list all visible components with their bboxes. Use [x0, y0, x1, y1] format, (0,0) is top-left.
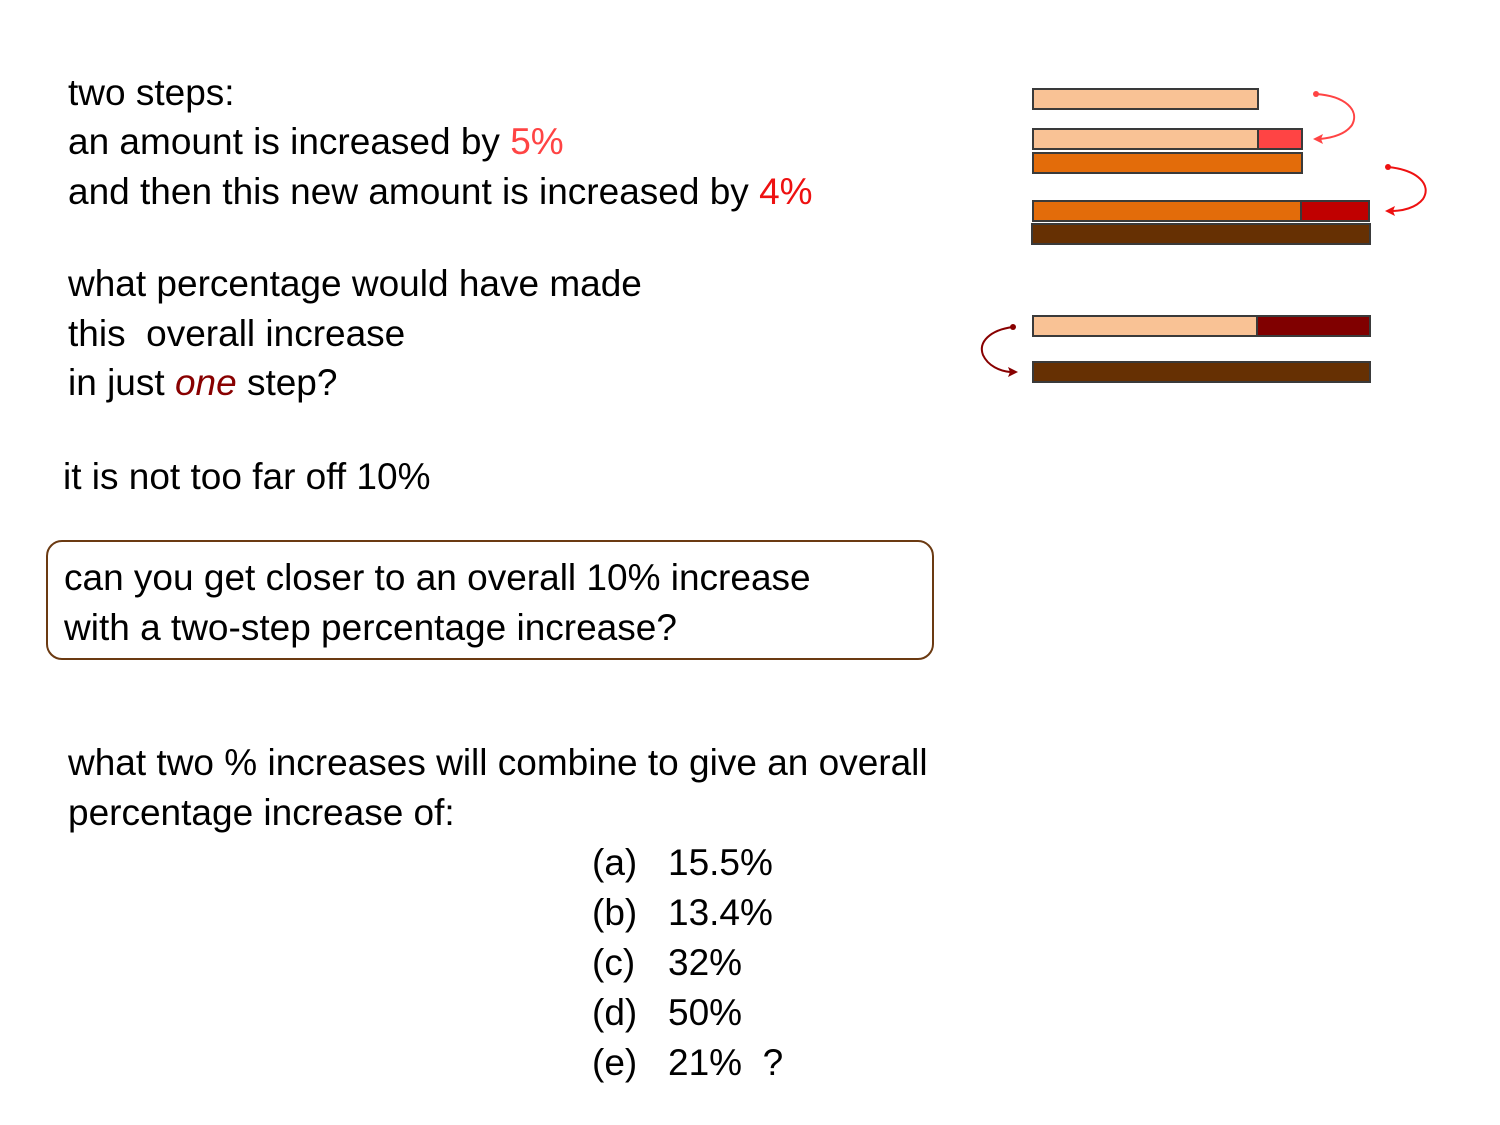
- final-bar-one-step: [1032, 361, 1371, 383]
- hint-text: it is not too far off 10%: [63, 456, 431, 497]
- intro-line-3: and then this new amount is increased by…: [68, 167, 813, 217]
- step2-increase-segment: [1300, 200, 1370, 222]
- option-value: 21% ?: [668, 1042, 784, 1083]
- step1-increase-segment: [1257, 128, 1303, 150]
- intro-line-1: two steps:: [68, 72, 235, 113]
- one-step-increase-segment: [1256, 315, 1371, 337]
- option-d: (d) 50%: [592, 988, 783, 1038]
- option-label: (b): [592, 892, 638, 933]
- option-label: (e): [592, 1042, 638, 1083]
- option-value: 15.5%: [668, 842, 773, 883]
- option-label: (d): [592, 992, 638, 1033]
- option-value: 50%: [668, 992, 743, 1033]
- base-bar-one-step: [1032, 315, 1258, 337]
- question1-line-1: what percentage would have made: [68, 263, 642, 304]
- option-e: (e) 21% ?: [592, 1038, 783, 1088]
- after-step1-bar: [1032, 152, 1303, 174]
- option-c: (c) 32%: [592, 938, 783, 988]
- first-percent-value: 5%: [510, 121, 564, 162]
- boxed-question-line-2: with a two-step percentage increase?: [64, 607, 677, 648]
- intro-line-3-text: and then this new amount is increased by: [68, 171, 760, 212]
- final-bar: [1031, 223, 1371, 245]
- emphasis-one: one: [174, 362, 237, 403]
- intro-line-2-text: an amount is increased by: [68, 121, 511, 162]
- boxed-question-line-1: can you get closer to an overall 10% inc…: [64, 557, 811, 598]
- base-bar-step1: [1032, 128, 1259, 150]
- question1-line-3: in just one step?: [68, 358, 337, 408]
- question2-line-2: percentage increase of:: [68, 792, 455, 833]
- question1-line-3-suffix: step?: [236, 362, 338, 403]
- curved-arrow-icon: [1385, 164, 1427, 216]
- option-label: (a): [592, 842, 638, 883]
- base-bar: [1032, 88, 1259, 110]
- option-value: 32%: [668, 942, 743, 983]
- curved-arrow-icon: [980, 324, 1018, 377]
- options-list: (a) 15.5% (b) 13.4% (c) 32% (d) 50% (e) 21% ?: [592, 838, 783, 1088]
- intro-line-2: an amount is increased by 5%: [68, 117, 564, 167]
- boxed-question: can you get closer to an overall 10% inc…: [46, 540, 934, 660]
- option-b: (b) 13.4%: [592, 888, 783, 938]
- after-step1-bar-step2: [1032, 200, 1302, 222]
- question2-line-1: what two % increases will combine to giv…: [68, 742, 928, 783]
- second-percent-value: 4%: [759, 171, 813, 212]
- option-label: (c): [592, 942, 636, 983]
- option-a: (a) 15.5%: [592, 838, 783, 888]
- curved-arrow-icon: [1313, 91, 1356, 144]
- option-value: 13.4%: [668, 892, 773, 933]
- question1-line-2: this overall increase: [68, 313, 406, 354]
- question1-line-3-prefix: in just: [68, 362, 175, 403]
